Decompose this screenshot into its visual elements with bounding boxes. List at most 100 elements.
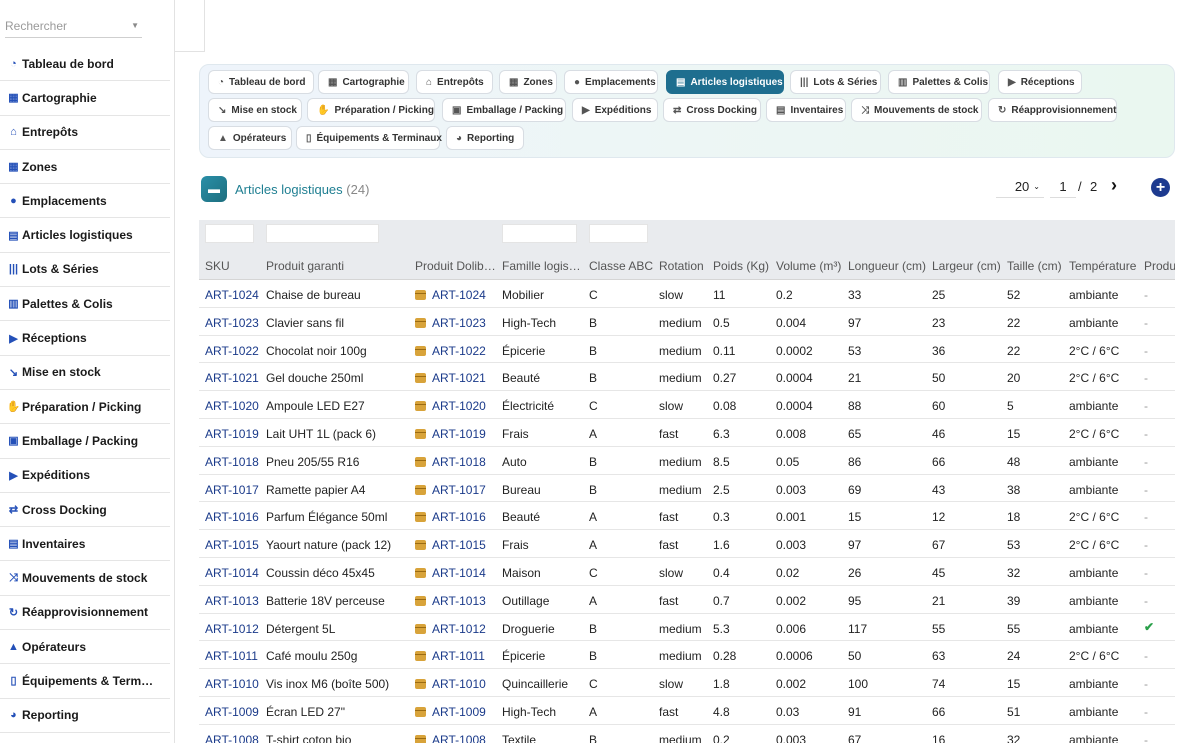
sidebar-item-14[interactable]: ▤ Inventaires: [0, 527, 170, 562]
sku-link[interactable]: ART-1014: [205, 566, 259, 580]
sidebar-item-15[interactable]: ⤨ Mouvements de stock: [0, 561, 170, 596]
tab-19[interactable]: ◕ Reporting: [446, 126, 524, 150]
column-header[interactable]: Température: [1069, 259, 1137, 273]
column-header[interactable]: Produit Dolib…: [415, 259, 496, 273]
sku-link[interactable]: ART-1012: [205, 621, 259, 636]
tab-9[interactable]: ↘ Mise en stock: [208, 98, 302, 122]
next-page-icon[interactable]: ›: [1111, 175, 1117, 195]
sidebar-item-16[interactable]: ↻ Réapprovisionnement: [0, 596, 170, 631]
page-input[interactable]: 1: [1050, 176, 1076, 198]
sidebar-item-13[interactable]: ⇄ Cross Docking: [0, 493, 170, 528]
tab-13[interactable]: ⇄ Cross Docking: [663, 98, 761, 122]
dolibarr-product-link[interactable]: ART-1024: [415, 288, 486, 302]
sku-link[interactable]: ART-1018: [205, 454, 259, 469]
column-header[interactable]: Poids (Kg): [713, 259, 770, 273]
add-button[interactable]: +: [1151, 178, 1170, 197]
tab-7[interactable]: ▥ Palettes & Colis: [888, 70, 990, 94]
dolibarr-product-link[interactable]: ART-1019: [415, 427, 486, 441]
sidebar-item-1[interactable]: ▦ Cartographie: [0, 81, 170, 116]
table-row[interactable]: ART-1024 Chaise de bureau ART-1024 Mobilier…: [199, 280, 1175, 308]
dolibarr-product-link[interactable]: ART-1020: [415, 399, 486, 413]
sidebar-item-9[interactable]: ↘ Mise en stock: [0, 356, 170, 390]
dolibarr-product-link[interactable]: ART-1014: [415, 566, 486, 580]
sku-link[interactable]: ART-1017: [205, 482, 259, 497]
tab-2[interactable]: ⌂ Entrepôts: [416, 70, 493, 94]
dolibarr-product-link[interactable]: ART-1011: [415, 649, 485, 663]
sidebar-item-17[interactable]: ▲ Opérateurs: [0, 630, 170, 665]
tab-5[interactable]: ▤ Articles logistiques: [666, 70, 784, 94]
tab-17[interactable]: ▲ Opérateurs: [208, 126, 292, 150]
table-row[interactable]: ART-1016 Parfum Élégance 50ml ART-1016 Beau…: [199, 502, 1175, 531]
sidebar-item-7[interactable]: ▥ Palettes & Colis: [0, 287, 170, 322]
tab-11[interactable]: ▣ Emballage / Packing: [442, 98, 566, 122]
sidebar-item-4[interactable]: ● Emplacements: [0, 184, 170, 219]
sku-link[interactable]: ART-1010: [205, 677, 259, 692]
sidebar-item-3[interactable]: ▦ Zones: [0, 150, 170, 185]
sidebar-item-8[interactable]: ▶ Réceptions: [0, 321, 170, 356]
sidebar-item-0[interactable]: ◔ Tableau de bord: [0, 47, 170, 82]
tab-16[interactable]: ↻ Réapprovisionnement: [988, 98, 1117, 122]
tab-10[interactable]: ✋ Préparation / Picking: [307, 98, 435, 122]
sku-link[interactable]: ART-1020: [205, 399, 259, 414]
table-row[interactable]: ART-1017 Ramette papier A4 ART-1017 Bureau B…: [199, 475, 1175, 503]
sku-link[interactable]: ART-1024: [205, 288, 259, 302]
caret-down-icon[interactable]: ▼: [131, 21, 139, 30]
dolibarr-product-link[interactable]: ART-1018: [415, 455, 486, 469]
table-row[interactable]: ART-1022 Chocolat noir 100g ART-1022 Épicer…: [199, 336, 1175, 364]
column-header[interactable]: Volume (m³): [776, 259, 842, 273]
sidebar-item-10[interactable]: ✋ Préparation / Picking: [0, 390, 170, 425]
dolibarr-product-link[interactable]: ART-1016: [415, 510, 486, 524]
sku-link[interactable]: ART-1019: [205, 427, 259, 441]
tab-0[interactable]: ◔ Tableau de bord: [208, 70, 314, 94]
dolibarr-product-link[interactable]: ART-1022: [415, 344, 486, 358]
sidebar-item-5[interactable]: ▤ Articles logistiques: [0, 218, 170, 253]
sidebar-item-19[interactable]: ◕ Reporting: [0, 699, 170, 733]
sku-link[interactable]: ART-1008: [205, 732, 259, 743]
sidebar-item-6[interactable]: ||| Lots & Séries: [0, 253, 170, 288]
sidebar-item-18[interactable]: ▯ Équipements & Term…: [0, 664, 170, 699]
dolibarr-product-link[interactable]: ART-1010: [415, 677, 486, 691]
dolibarr-product-link[interactable]: ART-1013: [415, 594, 486, 608]
sku-link[interactable]: ART-1015: [205, 538, 259, 553]
table-row[interactable]: ART-1013 Batterie 18V perceuse ART-1013 Out…: [199, 586, 1175, 614]
dolibarr-product-link[interactable]: ART-1015: [415, 538, 486, 552]
dolibarr-product-link[interactable]: ART-1021: [415, 371, 486, 385]
column-header[interactable]: Classe ABC: [589, 259, 654, 273]
column-header[interactable]: Famille logis…: [502, 259, 581, 273]
tab-18[interactable]: ▯ Équipements & Terminaux: [296, 126, 442, 150]
filter-sku[interactable]: [205, 224, 254, 243]
dolibarr-product-link[interactable]: ART-1017: [415, 483, 486, 497]
column-header[interactable]: Produit garanti: [266, 259, 345, 273]
tab-8[interactable]: ▶ Réceptions: [998, 70, 1082, 94]
column-header[interactable]: Longueur (cm): [848, 259, 927, 273]
sku-link[interactable]: ART-1022: [205, 343, 259, 358]
sidebar-item-2[interactable]: ⌂ Entrepôts: [0, 116, 170, 150]
dolibarr-product-link[interactable]: ART-1012: [415, 622, 486, 636]
column-header[interactable]: Produi: [1144, 259, 1175, 273]
tab-6[interactable]: ||| Lots & Séries: [790, 70, 881, 94]
sku-link[interactable]: ART-1011: [205, 649, 258, 664]
tab-14[interactable]: ▤ Inventaires: [766, 98, 846, 122]
dolibarr-product-link[interactable]: ART-1009: [415, 705, 486, 719]
filter-produit-garanti[interactable]: [266, 224, 379, 243]
tab-15[interactable]: ⤨ Mouvements de stock: [851, 98, 982, 122]
sku-link[interactable]: ART-1013: [205, 593, 259, 608]
table-row[interactable]: ART-1020 Ampoule LED E27 ART-1020 Électrici…: [199, 391, 1175, 419]
tab-12[interactable]: ▶ Expéditions: [572, 98, 658, 122]
table-row[interactable]: ART-1015 Yaourt nature (pack 12) ART-1015 F…: [199, 530, 1175, 558]
column-header[interactable]: Rotation: [659, 259, 704, 273]
sku-link[interactable]: ART-1009: [205, 705, 259, 719]
filter-classe-abc[interactable]: [589, 224, 648, 243]
table-row[interactable]: ART-1019 Lait UHT 1L (pack 6) ART-1019 Frai…: [199, 419, 1175, 447]
table-row[interactable]: ART-1023 Clavier sans fil ART-1023 High-Tec…: [199, 308, 1175, 336]
tab-1[interactable]: ▦ Cartographie: [318, 70, 409, 94]
table-row[interactable]: ART-1014 Coussin déco 45x45 ART-1014 Maison…: [199, 558, 1175, 586]
column-header[interactable]: Largeur (cm): [932, 259, 1001, 273]
sku-link[interactable]: ART-1016: [205, 510, 259, 525]
sku-link[interactable]: ART-1021: [205, 371, 259, 386]
column-header[interactable]: SKU: [205, 259, 230, 273]
